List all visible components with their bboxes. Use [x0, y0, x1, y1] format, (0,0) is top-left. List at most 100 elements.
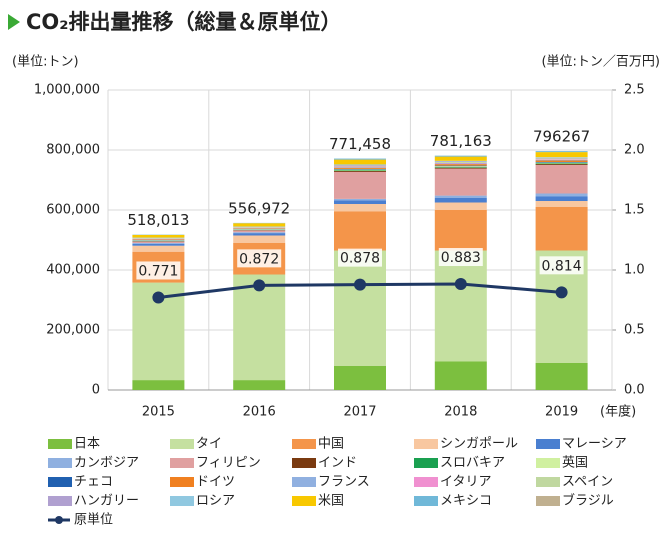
legend-item: シンガポール: [414, 437, 518, 452]
bar-segment: [434, 167, 487, 169]
bar-segment: [334, 170, 386, 171]
bar-segment: [434, 202, 487, 210]
legend-label: スロバキア: [440, 456, 505, 471]
legend-swatch: [48, 439, 72, 449]
legend-item: フランス: [292, 475, 370, 490]
bar-segment: [132, 240, 185, 241]
bar-segment: [535, 207, 588, 251]
legend-swatch: [292, 477, 316, 487]
legend-swatch: [170, 439, 194, 449]
legend-label: 英国: [562, 456, 588, 471]
legend-swatch: [414, 439, 438, 449]
legend-label: シンガポール: [440, 437, 518, 452]
bar-segment: [334, 159, 386, 165]
line-point: [354, 278, 366, 291]
legend-swatch: [292, 458, 316, 468]
legend-label: 米国: [318, 494, 344, 509]
x-tick-label: 2017: [343, 405, 376, 420]
legend-item: カンボジア: [48, 456, 139, 471]
total-label: 781,163: [430, 132, 492, 150]
bar-segment: [334, 167, 386, 169]
bar-segment: [434, 156, 487, 161]
bar-segment: [535, 363, 588, 390]
bar-segment: [535, 162, 588, 163]
y-tick-label: 1,000,000: [34, 83, 100, 98]
data-label: 0.814: [542, 258, 582, 274]
bar-segment: [334, 200, 386, 204]
line-point: [555, 286, 568, 299]
y-tick-label: 600,000: [46, 203, 100, 218]
legend-label: カンボジア: [74, 456, 139, 471]
legend-item: 英国: [536, 456, 588, 471]
bar-segment: [132, 238, 185, 239]
legend-label: 中国: [318, 437, 344, 452]
legend-label: タイ: [196, 437, 222, 452]
bar-segment: [334, 204, 386, 212]
legend-swatch: [292, 496, 316, 506]
data-label-bg: [338, 248, 382, 267]
bar-segment: [535, 157, 588, 158]
y2-tick-label: 0.0: [624, 383, 645, 398]
title-icon: [8, 14, 20, 30]
legend-label: メキシコ: [440, 494, 492, 509]
legend-item: スペイン: [536, 475, 613, 490]
y-tick-label: 400,000: [46, 263, 100, 278]
line-point: [152, 291, 165, 304]
bar-segment: [535, 163, 588, 165]
legend-item: ロシア: [170, 494, 235, 509]
data-label: 0.872: [239, 251, 279, 267]
data-label-bg: [237, 249, 282, 268]
bar-segment: [535, 164, 588, 165]
bar-segment: [233, 229, 286, 230]
legend-item: タイ: [170, 437, 222, 452]
legend-dot: [55, 516, 63, 524]
total-label: 796267: [533, 128, 590, 146]
bar-segment: [434, 160, 487, 162]
legend-swatch: [48, 496, 72, 506]
y2-tick-label: 1.5: [624, 203, 645, 218]
legend-label: フランス: [318, 475, 370, 490]
legend-label: イタリア: [440, 475, 491, 490]
bar-segment: [132, 234, 185, 238]
bar-segment: [434, 161, 487, 162]
legend-label: ドイツ: [196, 475, 235, 490]
legend-swatch: [536, 496, 560, 506]
data-label-bg: [136, 261, 181, 280]
legend-swatch: [170, 458, 194, 468]
bar-segment: [434, 195, 487, 198]
bar-segment: [535, 159, 588, 160]
data-label: 0.883: [441, 250, 481, 266]
legend-item: マレーシア: [536, 437, 627, 452]
legend-swatch: [536, 458, 560, 468]
line-point: [454, 278, 467, 291]
legend-item: イタリア: [414, 475, 491, 490]
bar-segment: [334, 158, 386, 160]
bar-segment: [434, 250, 487, 362]
bar-segment: [334, 164, 386, 165]
legend-swatch: [414, 496, 438, 506]
legend-label: ロシア: [196, 494, 235, 509]
legend-label: フィリピン: [196, 456, 261, 471]
legend-swatch: [414, 458, 438, 468]
bar-segment: [334, 169, 386, 171]
legend-item: 中国: [292, 437, 344, 452]
bar-segment: [434, 162, 487, 164]
bar-segment: [535, 151, 588, 153]
bar-segment: [434, 165, 487, 167]
bar-segment: [434, 155, 487, 157]
y2-tick-label: 1.0: [624, 263, 645, 278]
bar-segment: [535, 160, 588, 162]
legend-label: 原単位: [74, 512, 113, 528]
legend-item: ハンガリー: [48, 494, 139, 509]
data-label-bg: [438, 248, 483, 267]
legend-label: 日本: [74, 437, 100, 452]
legend-swatch: [170, 477, 194, 487]
bar-segment: [434, 162, 487, 163]
bar-segment: [233, 274, 286, 381]
x-axis-label: (年度): [600, 404, 636, 420]
bar-segment: [233, 223, 286, 227]
legend-swatch: [536, 477, 560, 487]
bar-segment: [334, 198, 386, 201]
x-tick-label: 2015: [142, 405, 175, 420]
